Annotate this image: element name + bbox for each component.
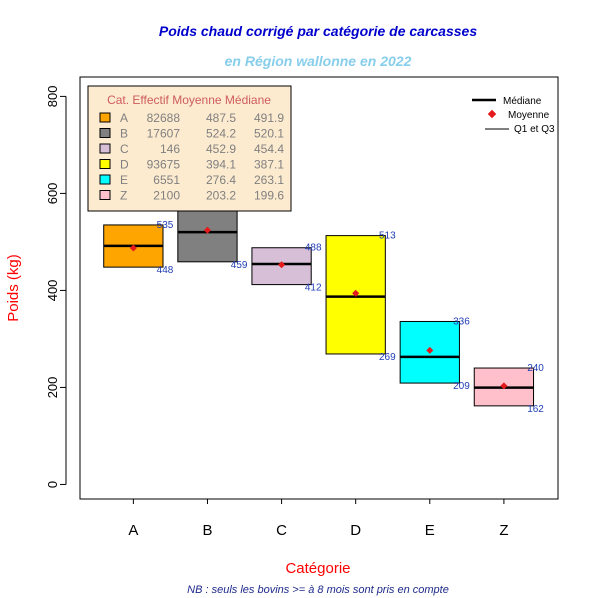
stats-table-rows: A 82688 487.5 491.9 B 17607 524.2 520.1 C 146 452.… xyxy=(99,111,284,203)
q3-label-D: 513 xyxy=(379,231,396,242)
stats-table-background xyxy=(87,85,292,212)
stats-cell: 6551 xyxy=(153,173,180,187)
stats-cell: 203.2 xyxy=(206,189,236,203)
mean-marker-E xyxy=(426,346,434,354)
q1-label-E: 209 xyxy=(453,381,470,392)
x-axis-label: Catégorie xyxy=(285,560,350,577)
stats-cell: 2100 xyxy=(153,189,180,203)
stats-cell: Z xyxy=(120,189,127,203)
stats-swatch-E xyxy=(99,174,111,185)
stats-cell: 146 xyxy=(160,142,180,156)
y-tick-label: 800 xyxy=(45,86,60,108)
q1-label-Z: 162 xyxy=(527,404,544,415)
q1-label-C: 412 xyxy=(305,283,322,294)
stats-cell: D xyxy=(120,158,129,172)
legend: Médiane Moyenne Q1 et Q3 xyxy=(472,96,555,135)
stats-table: Cat. Effectif Moyenne Médiane A 82688 487.… xyxy=(87,85,292,212)
q3-label-A: 535 xyxy=(157,220,174,231)
stats-cell: 387.1 xyxy=(254,158,284,172)
legend-mean-swatch xyxy=(487,109,497,119)
stats-cell: 394.1 xyxy=(206,158,236,172)
stats-swatch-C xyxy=(99,143,111,154)
stats-table-header: Cat. Effectif Moyenne Médiane xyxy=(107,93,271,107)
stats-cell: B xyxy=(120,127,128,141)
legend-mean-label: Moyenne xyxy=(508,110,550,121)
mean-marker-Z xyxy=(500,382,508,390)
stats-cell: 276.4 xyxy=(206,173,236,187)
stats-cell: 487.5 xyxy=(206,111,236,125)
stats-cell: 17607 xyxy=(147,127,181,141)
stats-cell: 520.1 xyxy=(254,127,284,141)
stats-cell: 93675 xyxy=(147,158,181,172)
stats-cell: 452.9 xyxy=(206,142,236,156)
stats-cell: 82688 xyxy=(147,111,181,125)
y-axis: 0 200 400 600 800 xyxy=(45,86,67,488)
chart-title: Poids chaud corrigé par catégorie de car… xyxy=(159,23,477,39)
chart-subtitle: en Région wallonne en 2022 xyxy=(225,53,412,69)
stats-swatch-D xyxy=(99,159,111,169)
stats-cell: 454.4 xyxy=(254,142,284,156)
x-tick-label: D xyxy=(350,522,361,539)
boxes-layer: 535 448 459 488 412 513 269 336 209 240 162 xyxy=(103,202,544,415)
mean-marker-D xyxy=(352,289,360,297)
x-tick-label: Z xyxy=(499,522,508,539)
stats-swatch-Z xyxy=(99,190,111,200)
mean-marker-B xyxy=(203,226,212,234)
q3-label-Z: 240 xyxy=(527,363,544,374)
legend-median-label: Médiane xyxy=(503,96,542,107)
stats-cell: 524.2 xyxy=(206,127,236,141)
y-tick-label: 0 xyxy=(45,481,60,488)
y-tick-label: 200 xyxy=(45,377,60,399)
x-tick-label: C xyxy=(276,522,287,539)
q3-label-E: 336 xyxy=(453,316,470,327)
stats-cell: 263.1 xyxy=(254,173,284,187)
stats-swatch-B xyxy=(99,128,111,138)
q1-label-B: 459 xyxy=(231,260,248,271)
footnote: NB : seuls les bovins >= à 8 mois sont p… xyxy=(187,584,449,596)
x-tick-label: B xyxy=(202,522,212,539)
mean-marker-A xyxy=(129,244,137,252)
stats-cell: 491.9 xyxy=(254,111,284,125)
x-tick-label: A xyxy=(128,522,138,539)
x-tick-label: E xyxy=(425,522,435,539)
mean-marker-C xyxy=(278,261,286,269)
stats-swatch-A xyxy=(99,112,111,123)
legend-quartile-label: Q1 et Q3 xyxy=(514,124,555,135)
q1-label-D: 269 xyxy=(379,352,396,363)
q1-label-A: 448 xyxy=(157,265,174,276)
stats-cell: A xyxy=(120,111,128,125)
stats-cell: C xyxy=(120,142,129,156)
stats-cell: 199.6 xyxy=(254,189,284,203)
y-axis-label: Poids (kg) xyxy=(5,254,22,322)
plot-frame xyxy=(79,76,559,500)
q3-label-C: 488 xyxy=(305,243,322,254)
y-tick-label: 600 xyxy=(45,183,60,205)
y-tick-label: 400 xyxy=(45,280,60,302)
stats-cell: E xyxy=(120,173,128,187)
